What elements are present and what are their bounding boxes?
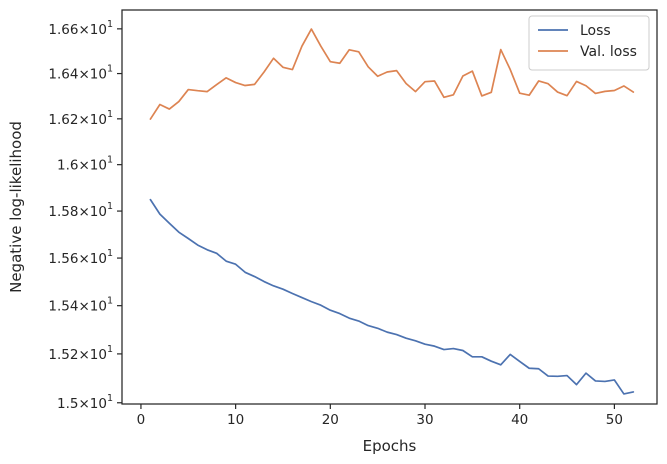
x-tick-label: 0 xyxy=(137,412,146,428)
legend-label-val-loss: Val. loss xyxy=(580,44,637,60)
x-tick-label: 50 xyxy=(606,412,623,428)
x-axis-label: Epochs xyxy=(363,437,417,455)
x-tick-label: 40 xyxy=(511,412,528,428)
series-line-val-loss xyxy=(149,28,635,120)
plot-frame xyxy=(121,9,658,405)
y-axis-label: Negative log-likelihood xyxy=(7,121,25,293)
x-tick-label: 30 xyxy=(416,412,433,428)
y-axis-ticks: 1.5×101 1.52×101 1.54×101 1.56×101 1.58×101 1… xyxy=(48,19,122,412)
legend: Loss Val. loss xyxy=(528,15,650,71)
y-tick-label: 1.54×101 xyxy=(48,296,113,315)
y-tick-label: 1.52×101 xyxy=(48,344,113,363)
y-tick-label: 1.66×101 xyxy=(48,19,113,38)
y-tick-label: 1.64×101 xyxy=(48,64,113,83)
y-tick-label: 1.62×101 xyxy=(48,109,113,128)
y-tick-label: 1.5×101 xyxy=(57,393,113,412)
x-tick-label: 10 xyxy=(227,412,244,428)
legend-label-loss: Loss xyxy=(580,23,611,39)
series-line-loss xyxy=(149,198,635,395)
x-tick-label: 20 xyxy=(322,412,339,428)
series-layer xyxy=(149,28,635,395)
x-axis-ticks: 0 10 20 30 40 50 xyxy=(137,404,623,428)
y-tick-label: 1.6×101 xyxy=(57,155,113,174)
y-tick-label: 1.58×101 xyxy=(48,201,113,220)
y-tick-label: 1.56×101 xyxy=(48,248,113,267)
